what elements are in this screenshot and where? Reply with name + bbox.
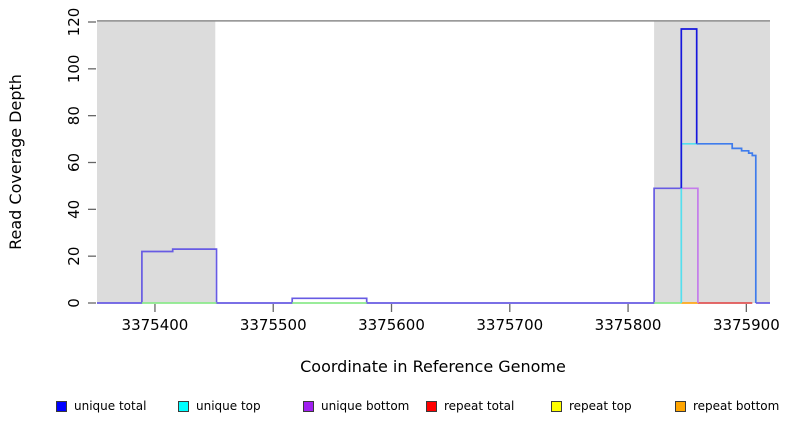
chart-generated-content: 3375400 3375500 3375600 3375700 3375800 33759… bbox=[65, 8, 780, 334]
y-tick-label: 120 bbox=[65, 8, 83, 37]
y-tick-label: 100 bbox=[65, 55, 83, 84]
x-tick-label: 3375900 bbox=[713, 316, 780, 334]
repeat-region-shading bbox=[97, 20, 216, 304]
legend-item-repeat-total: repeat total bbox=[426, 398, 514, 414]
series-line-unique-bottom-plateau bbox=[681, 187, 699, 303]
legend-label: unique bottom bbox=[321, 399, 410, 413]
x-tick-label: 3375400 bbox=[122, 316, 189, 334]
y-axis-title: Read Coverage Depth bbox=[6, 74, 25, 250]
repeat-bottom-swatch-icon bbox=[675, 400, 686, 412]
legend: unique total unique top unique bottom re… bbox=[0, 398, 792, 418]
series-line-unique-total-and-top-overlap bbox=[696, 142, 757, 303]
x-tick-label: 3375800 bbox=[595, 316, 662, 334]
y-tick-label: 0 bbox=[65, 298, 83, 308]
legend-label: repeat bottom bbox=[693, 399, 780, 413]
x-tick-label: 3375500 bbox=[240, 316, 307, 334]
x-axis-title: Coordinate in Reference Genome bbox=[300, 357, 566, 376]
unique-top-swatch-icon bbox=[178, 400, 189, 412]
y-tick-label: 40 bbox=[65, 200, 83, 219]
coverage-chart: 3375400 3375500 3375600 3375700 3375800 33759… bbox=[6, 8, 780, 376]
legend-item-unique-bottom: unique bottom bbox=[303, 398, 409, 414]
unique-bottom-swatch-icon bbox=[303, 400, 314, 412]
legend-item-unique-total: unique total bbox=[56, 398, 146, 414]
series-line-unique-total-and-bottom-overlap bbox=[97, 187, 682, 304]
y-tick-label: 80 bbox=[65, 106, 83, 125]
legend-item-unique-top: unique top bbox=[178, 398, 261, 414]
legend-item-repeat-top: repeat top bbox=[551, 398, 632, 414]
legend-label: repeat total bbox=[444, 399, 515, 413]
unique-total-swatch-icon bbox=[56, 400, 67, 412]
legend-item-repeat-bottom: repeat bottom bbox=[675, 398, 779, 414]
x-tick-label: 3375600 bbox=[358, 316, 425, 334]
x-tick-label: 3375700 bbox=[476, 316, 543, 334]
legend-label: unique total bbox=[74, 399, 147, 413]
legend-label: unique top bbox=[196, 399, 261, 413]
repeat-top-swatch-icon bbox=[551, 400, 562, 412]
y-tick-label: 60 bbox=[65, 153, 83, 172]
series-line-unique-total-spike bbox=[680, 28, 698, 189]
repeat-region-shading bbox=[654, 20, 770, 304]
repeat-total-swatch-icon bbox=[426, 400, 437, 412]
y-tick-label: 20 bbox=[65, 247, 83, 266]
legend-label: repeat top bbox=[569, 399, 632, 413]
